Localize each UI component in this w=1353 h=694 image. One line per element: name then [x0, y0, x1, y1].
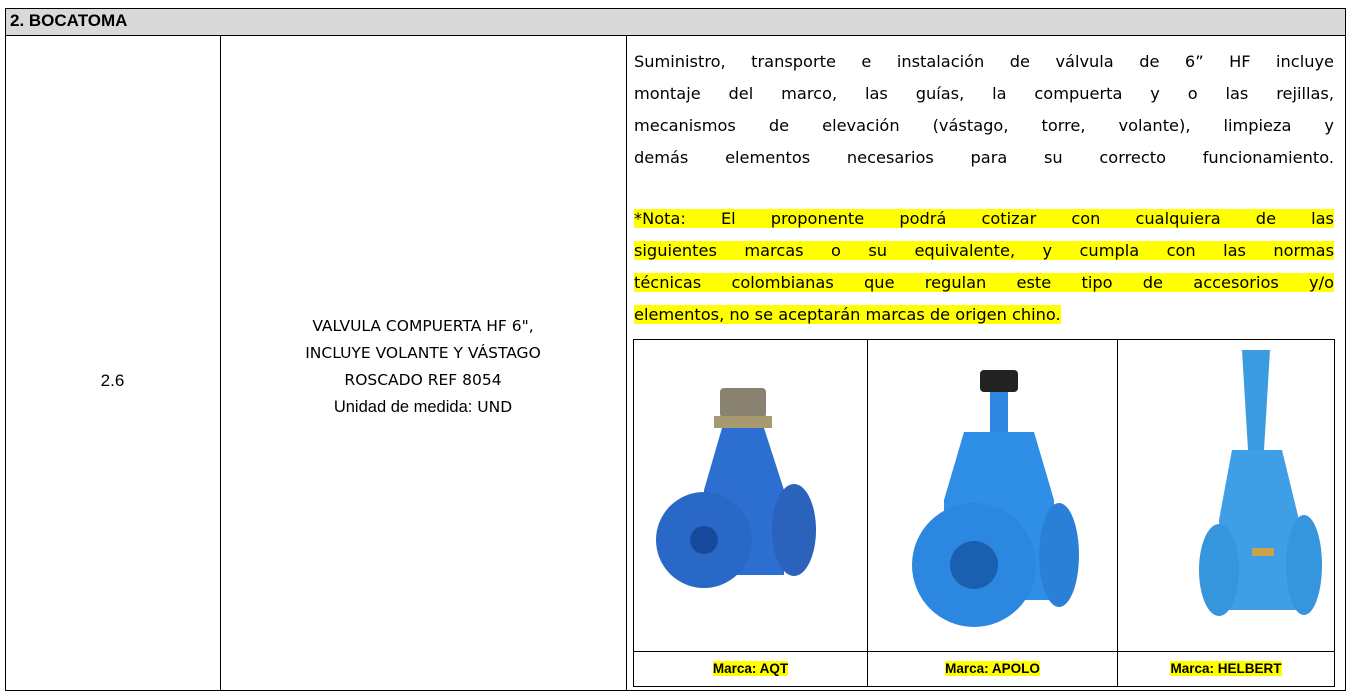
- note-line: elementos, no se aceptarán marcas de ori…: [634, 299, 1334, 331]
- description-line: demás elementos necesarios para su corre…: [634, 148, 1334, 167]
- unit-value: UND: [477, 398, 513, 416]
- item-number: 2.6: [100, 371, 125, 390]
- valve-apolo: [912, 370, 1079, 627]
- brand-table: [633, 339, 1335, 687]
- item-name: INCLUYE VOLANTE Y VÁSTAGO: [305, 344, 541, 362]
- description-line: mecanismos de elevación (vástago, torre,…: [634, 116, 1334, 135]
- header-title: 2. BOCATOMA: [10, 11, 128, 30]
- item-name: ROSCADO REF 8054: [344, 371, 502, 389]
- note-line: técnicas colombianas que regulan este ti…: [634, 267, 1334, 299]
- brand-label: Marca: AQT: [712, 661, 789, 676]
- description-line: montaje del marco, las guías, la compuer…: [634, 84, 1334, 103]
- valve-helbert: [1199, 350, 1322, 616]
- col-divider: [220, 35, 221, 691]
- unit-label: Unidad de medida:: [333, 398, 473, 416]
- brand-cell: Marca: AQT: [634, 652, 867, 686]
- header-row: [5, 8, 1346, 36]
- note-line: *Nota: El proponente podrá cotizar con c…: [634, 203, 1334, 235]
- brand-label: Marca: HELBERT: [1170, 661, 1282, 676]
- note-line: siguientes marcas o su equivalente, y cu…: [634, 235, 1334, 267]
- brand-label: Marca: APOLO: [945, 661, 1040, 676]
- note-text: técnicas colombianas que regulan este ti…: [634, 273, 1334, 292]
- brand-cell: Marca: APOLO: [868, 652, 1117, 686]
- item-name: VALVULA COMPUERTA HF 6",: [312, 317, 534, 335]
- valve-aqt: [656, 388, 816, 588]
- col-divider: [1117, 339, 1118, 687]
- row-divider: [633, 651, 1335, 652]
- unit: Unidad de medida: UND: [222, 394, 624, 421]
- brand-cell: Marca: HELBERT: [1118, 652, 1334, 686]
- description-line: Suministro, transporte e instalación de …: [634, 52, 1334, 71]
- note-text: *Nota: El proponente podrá cotizar con c…: [634, 209, 1334, 228]
- col-divider: [867, 339, 868, 687]
- note-text: elementos, no se aceptarán marcas de ori…: [634, 305, 1061, 324]
- valve-images: [656, 350, 1322, 627]
- col-divider: [626, 35, 627, 691]
- note-text: siguientes marcas o su equivalente, y cu…: [634, 241, 1334, 260]
